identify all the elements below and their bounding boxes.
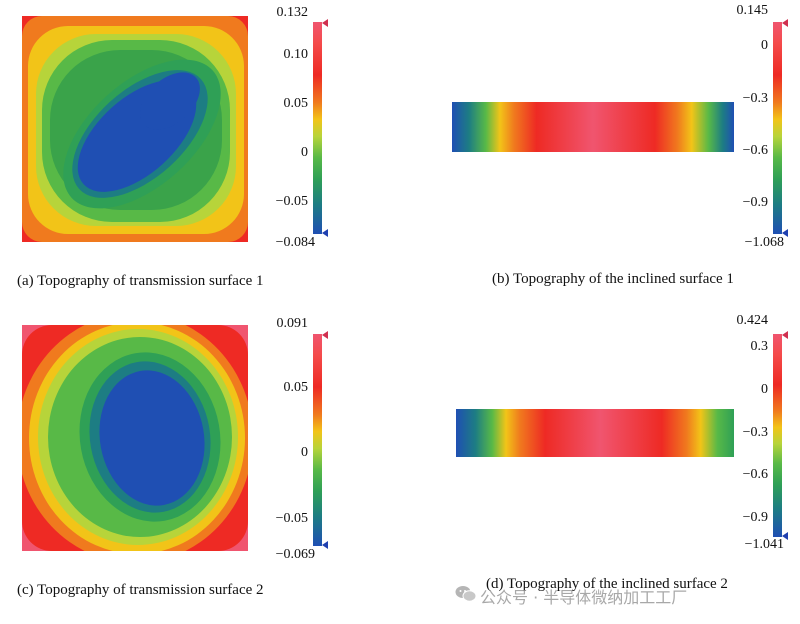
wechat-icon xyxy=(455,586,477,602)
topography-map-b xyxy=(452,102,734,152)
color-scale-bar-a xyxy=(313,22,322,234)
scale-max-marker-d xyxy=(782,331,788,339)
color-scale-bar-d xyxy=(773,334,782,537)
scale-tick-b-0: 0 xyxy=(761,38,768,53)
scale-max-label-d: 0.424 xyxy=(736,313,769,328)
caption-d: (d) Topography of the inclined surface 2 xyxy=(486,576,728,592)
caption-b: (b) Topography of the inclined surface 1 xyxy=(492,271,734,287)
scale-min-label-a: −0.084 xyxy=(275,235,315,250)
scale-max-marker-c xyxy=(322,331,328,339)
scale-tick-d-1: 0 xyxy=(761,382,768,397)
scale-tick-d-2: −0.3 xyxy=(742,425,768,440)
scale-tick-d-0: 0.3 xyxy=(750,339,769,354)
scale-max-marker-b xyxy=(782,19,788,27)
scale-max-label-b: 0.145 xyxy=(736,3,769,18)
scale-tick-c-2: −0.05 xyxy=(275,511,308,526)
scale-tick-a-2: 0 xyxy=(301,145,308,160)
topography-map-c xyxy=(22,325,248,551)
color-scale-bar-b xyxy=(773,22,782,234)
scale-tick-c-1: 0 xyxy=(301,445,308,460)
scale-min-label-b: −1.068 xyxy=(744,235,784,250)
watermark-text: 公众号 · 半导体微纳加工工厂 xyxy=(480,588,688,607)
scale-max-marker-a xyxy=(322,19,328,27)
scale-max-label-c: 0.091 xyxy=(276,316,309,331)
scale-min-marker-b xyxy=(782,229,788,237)
scale-tick-b-3: −0.9 xyxy=(742,195,768,210)
scale-tick-c-0: 0.05 xyxy=(283,380,309,395)
scale-tick-b-2: −0.6 xyxy=(742,143,768,158)
scale-min-label-d: −1.041 xyxy=(744,537,784,552)
caption-a: (a) Topography of transmission surface 1 xyxy=(17,273,264,289)
scale-tick-d-4: −0.9 xyxy=(742,510,768,525)
caption-c: (c) Topography of transmission surface 2 xyxy=(17,582,264,598)
topography-map-d xyxy=(456,409,734,457)
scale-tick-b-1: −0.3 xyxy=(742,91,768,106)
scale-max-label-a: 0.132 xyxy=(276,5,309,20)
scale-min-marker-c xyxy=(322,541,328,549)
scale-min-label-c: −0.069 xyxy=(275,547,315,562)
scale-min-marker-d xyxy=(782,532,788,540)
scale-tick-a-3: −0.05 xyxy=(275,194,308,209)
scale-min-marker-a xyxy=(322,229,328,237)
color-scale-bar-c xyxy=(313,334,322,546)
scale-tick-d-3: −0.6 xyxy=(742,467,768,482)
scale-tick-a-0: 0.10 xyxy=(283,47,309,62)
topography-map-a xyxy=(22,16,248,242)
scale-tick-a-1: 0.05 xyxy=(283,96,309,111)
